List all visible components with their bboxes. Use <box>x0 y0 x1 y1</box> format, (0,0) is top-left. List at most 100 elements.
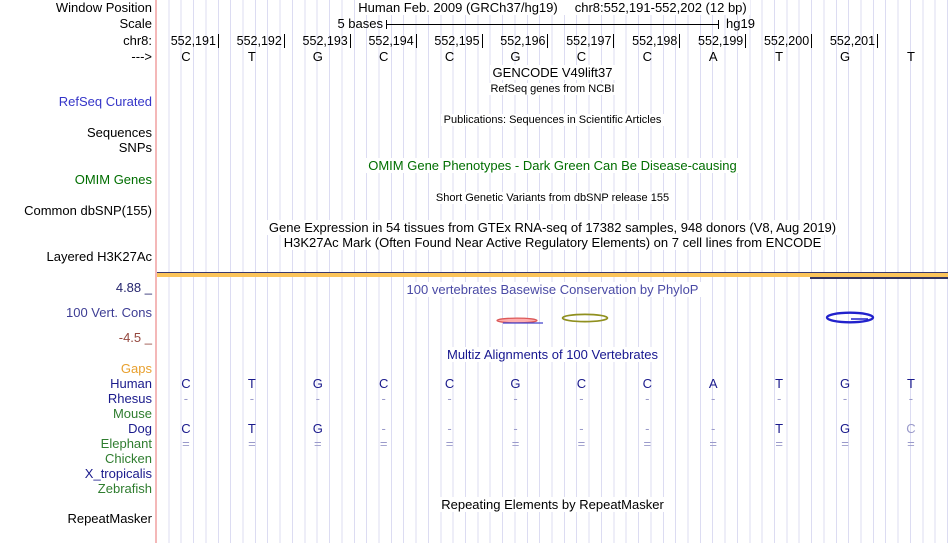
base-letter: C <box>181 49 191 64</box>
alignment-cell: - <box>183 391 189 406</box>
alignment-cell: - <box>842 391 848 406</box>
base-letter: T <box>775 49 784 64</box>
track-area-left-guideline <box>155 0 157 543</box>
publications-note: Publications: Sequences in Scientific Ar… <box>440 114 665 126</box>
multiz-title: Multiz Alignments of 100 Vertebrates <box>443 347 661 362</box>
alignment-cell: C <box>906 421 916 436</box>
base-letter: G <box>312 49 323 64</box>
track-label-human[interactable]: Human <box>110 376 152 391</box>
alignment-cell: - <box>249 391 255 406</box>
refseq-note: RefSeq genes from NCBI <box>487 83 618 95</box>
alignment-cell: - <box>315 391 320 406</box>
alignment-cell: G <box>312 421 323 436</box>
track-label-vert-cons[interactable]: 100 Vert. Cons <box>66 305 152 320</box>
position-label: 552,196 <box>487 34 549 48</box>
alignment-cell: G <box>839 421 851 436</box>
alignment-cell: C <box>181 421 191 436</box>
h3k27ac-note: H3K27Ac Mark (Often Found Near Active Re… <box>280 235 825 250</box>
position-label: 552,199 <box>684 34 747 48</box>
track-label-zebrafish[interactable]: Zebrafish <box>97 481 152 496</box>
scale-bar <box>386 20 719 29</box>
track-label-repeatmasker[interactable]: RepeatMasker <box>67 511 152 526</box>
track-title-row-multiz-title: Multiz Alignments of 100 Vertebrates <box>157 347 948 362</box>
track-label-rhesus[interactable]: Rhesus <box>107 391 152 406</box>
position-label: 552,193 <box>289 34 351 48</box>
base-letter: C <box>576 49 587 64</box>
alignment-cell: - <box>711 421 716 436</box>
track-label-common-dbsnp[interactable]: Common dbSNP(155) <box>24 203 152 218</box>
alignment-cell: - <box>579 391 584 406</box>
alignment-cell: T <box>775 421 784 436</box>
track-label-gaps[interactable]: Gaps <box>120 361 152 376</box>
phylop-title: 100 vertebrates Basewise Conservation by… <box>403 282 702 297</box>
alignment-cell: G <box>839 376 851 391</box>
h3k27ac-signal-edge <box>157 272 948 273</box>
track-title-row-phylop-title: 100 vertebrates Basewise Conservation by… <box>157 282 948 297</box>
alignment-cell: - <box>579 421 584 436</box>
track-label-cons-scale-max: 4.88 _ <box>115 280 152 295</box>
track-label-elephant[interactable]: Elephant <box>100 436 152 451</box>
track-title-row-refseq-note: RefSeq genes from NCBI <box>157 82 948 96</box>
base-letter: G <box>510 49 521 64</box>
base-letter: G <box>839 49 851 64</box>
repeatmasker-note: Repeating Elements by RepeatMasker <box>438 497 667 512</box>
base-letter: C <box>378 49 389 64</box>
track-title-row-dbsnp-note: Short Genetic Variants from dbSNP releas… <box>157 191 948 205</box>
position-label: 552,198 <box>618 34 681 48</box>
alignment-row-elephant: = = = = = = = = = = = = <box>153 437 944 451</box>
alignment-cell: = <box>577 436 586 451</box>
track-title-row-repeatmasker-note: Repeating Elements by RepeatMasker <box>157 497 948 512</box>
alignment-cell: G <box>510 376 521 391</box>
alignment-cell: A <box>708 376 718 391</box>
alignment-cell: - <box>447 421 452 436</box>
alignment-cell: T <box>775 376 784 391</box>
track-label-layered-h3k27ac[interactable]: Layered H3K27Ac <box>46 249 152 264</box>
alignment-cell: T <box>247 421 256 436</box>
track-title-row-gtex-note: Gene Expression in 54 tissues from GTEx … <box>157 220 948 235</box>
alignment-cell: = <box>182 436 190 451</box>
position-label: 552,194 <box>355 34 417 48</box>
track-label-dog[interactable]: Dog <box>128 421 152 436</box>
track-label-refseq-curated[interactable]: RefSeq Curated <box>58 94 152 109</box>
alignment-cell: = <box>643 436 652 451</box>
track-label-chrom: chr8: <box>123 33 152 48</box>
track-label-scale: Scale <box>119 16 152 31</box>
alignment-cell: - <box>447 391 452 406</box>
alignment-cell: C <box>576 376 587 391</box>
position-label: 552,191 <box>157 34 219 48</box>
dbsnp-note: Short Genetic Variants from dbSNP releas… <box>432 192 673 204</box>
alignment-cell: - <box>711 391 716 406</box>
alignment-cell: - <box>513 391 518 406</box>
track-title-row-omim-note: OMIM Gene Phenotypes - Dark Green Can Be… <box>157 158 948 173</box>
position-label: 552,201 <box>816 34 879 48</box>
track-title-row-gencode-title: GENCODE V49lift37 <box>157 65 948 80</box>
track-label-window-position: Window Position <box>55 0 152 15</box>
alignment-cell: T <box>906 376 915 391</box>
alignment-cell: = <box>379 436 388 451</box>
track-label-snps[interactable]: SNPs <box>118 140 152 155</box>
alignment-cell: = <box>907 436 915 451</box>
window-position-value: chr8:552,191-552,202 (12 bp) <box>574 0 747 15</box>
h3k27ac-signal-overlay <box>810 277 948 279</box>
gtex-note: Gene Expression in 54 tissues from GTEx … <box>265 220 840 235</box>
track-title-row-h3k27ac-note: H3K27Ac Mark (Often Found Near Active Re… <box>157 235 948 250</box>
track-title-row-publications-note: Publications: Sequences in Scientific Ar… <box>157 113 948 127</box>
alignment-cell: - <box>645 391 650 406</box>
alignment-cell: = <box>511 436 520 451</box>
alignment-cell: - <box>645 421 650 436</box>
position-header: Human Feb. 2009 (GRCh37/hg19) chr8:552,19… <box>157 0 948 15</box>
position-label: 552,195 <box>421 34 483 48</box>
assembly-name: hg19 <box>726 16 755 31</box>
track-label-x-tropicalis[interactable]: X_tropicalis <box>84 466 152 481</box>
track-label-sequences[interactable]: Sequences <box>86 125 152 140</box>
alignment-cell: - <box>381 391 386 406</box>
track-label-chicken[interactable]: Chicken <box>105 451 152 466</box>
track-label-strand: ---> <box>131 49 152 64</box>
alignment-cell: = <box>709 436 717 451</box>
track-label-mouse[interactable]: Mouse <box>112 406 152 421</box>
track-label-omim-genes[interactable]: OMIM Genes <box>74 172 152 187</box>
